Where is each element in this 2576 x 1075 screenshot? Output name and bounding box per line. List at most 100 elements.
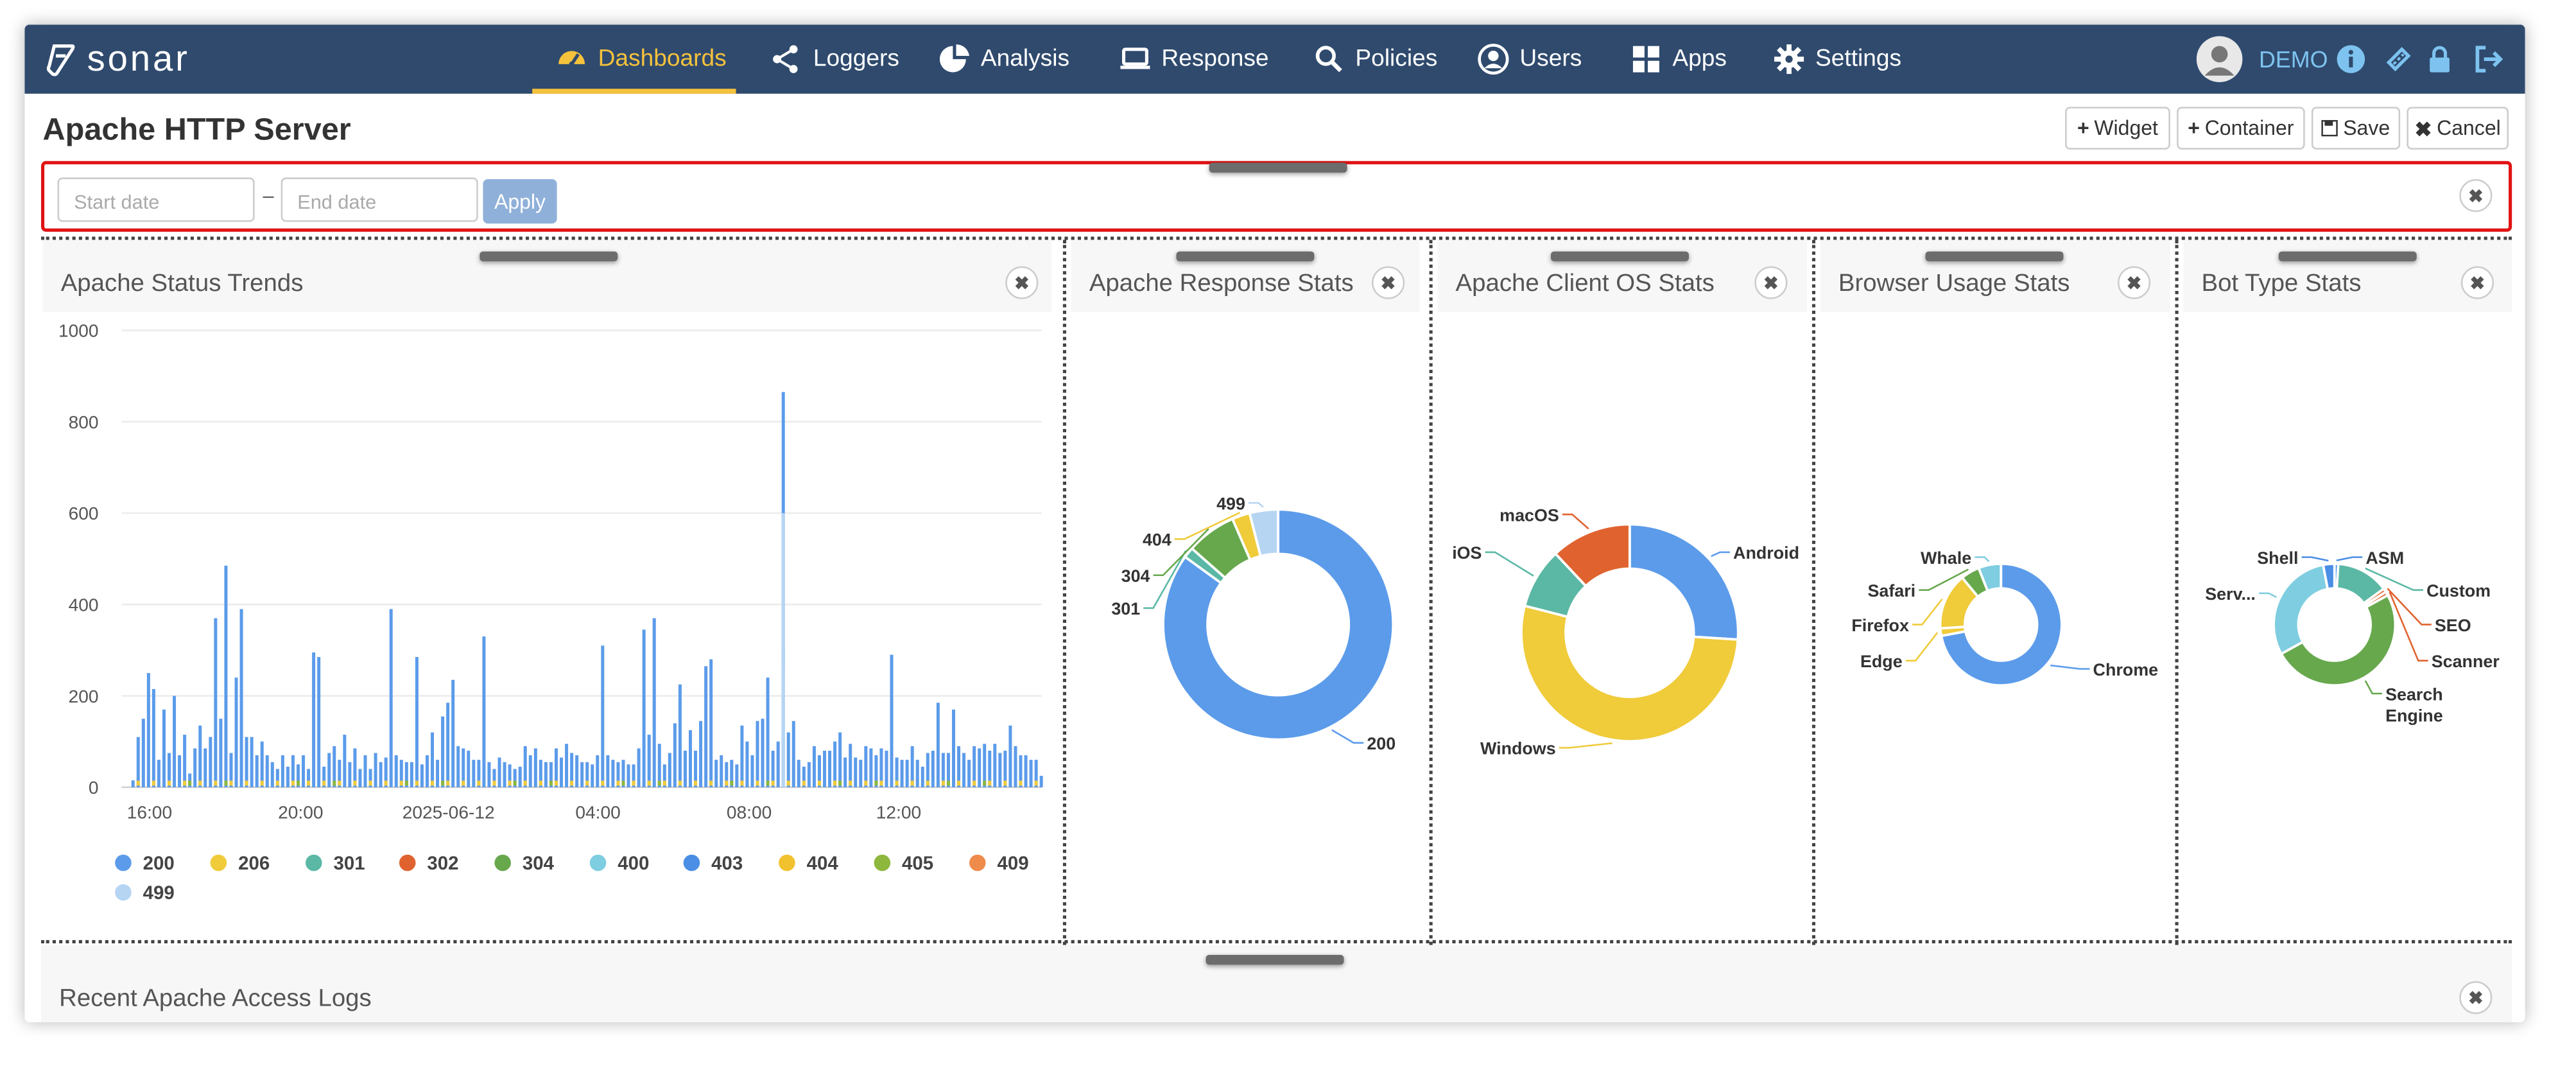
bar-200[interactable]: [745, 741, 749, 787]
bar-200[interactable]: [234, 677, 238, 787]
info-icon[interactable]: [2336, 24, 2365, 93]
bar-200[interactable]: [146, 673, 150, 787]
bar-200[interactable]: [570, 753, 574, 787]
bar-200[interactable]: [441, 716, 445, 787]
legend-label[interactable]: 499: [143, 882, 175, 904]
bar-200[interactable]: [245, 737, 248, 787]
legend-swatch[interactable]: [589, 854, 607, 871]
pie-slice[interactable]: [1162, 508, 1395, 741]
bar-200[interactable]: [740, 725, 744, 787]
bar-200[interactable]: [657, 744, 661, 787]
bar-200[interactable]: [864, 746, 868, 787]
bar-206[interactable]: [275, 780, 279, 786]
widget-drag-handle[interactable]: [2278, 251, 2417, 261]
bar-200[interactable]: [849, 744, 852, 787]
bar-206[interactable]: [307, 780, 311, 786]
pie-slice[interactable]: [2279, 593, 2397, 686]
bar-200[interactable]: [662, 764, 666, 787]
bar-200[interactable]: [895, 757, 899, 787]
start-date-input[interactable]: Start date: [57, 177, 255, 222]
pie-slice[interactable]: [1939, 562, 2063, 687]
bar-405[interactable]: [657, 780, 661, 786]
bar-405[interactable]: [983, 780, 987, 786]
bar-200[interactable]: [297, 764, 300, 787]
bar-200[interactable]: [606, 755, 610, 787]
bar-200[interactable]: [131, 780, 135, 787]
add-container-button[interactable]: + Container: [2177, 107, 2305, 150]
bar-200[interactable]: [647, 735, 651, 787]
bar-206[interactable]: [802, 780, 806, 786]
bar-200[interactable]: [255, 755, 259, 787]
bar-200[interactable]: [565, 744, 569, 787]
bar-200[interactable]: [497, 757, 501, 787]
legend-swatch[interactable]: [494, 854, 511, 871]
bar-200[interactable]: [415, 657, 419, 787]
bar-200[interactable]: [941, 753, 945, 787]
bar-200[interactable]: [425, 755, 429, 787]
bar-200[interactable]: [946, 753, 950, 787]
bar-200[interactable]: [343, 735, 347, 787]
bar-200[interactable]: [771, 750, 775, 787]
bar-200[interactable]: [363, 755, 367, 787]
bar-200[interactable]: [492, 769, 496, 787]
bar-200[interactable]: [812, 746, 816, 787]
bar-200[interactable]: [302, 755, 306, 787]
pie-slice[interactable]: [1628, 523, 1740, 641]
bar-200[interactable]: [952, 709, 955, 787]
bar-200[interactable]: [333, 746, 336, 787]
bar-200[interactable]: [575, 755, 579, 787]
bar-200[interactable]: [637, 748, 641, 787]
bar-405[interactable]: [730, 780, 734, 786]
bar-200[interactable]: [1008, 725, 1012, 787]
bar-405[interactable]: [297, 780, 300, 786]
bar-200[interactable]: [338, 760, 341, 787]
pie-slice[interactable]: [1519, 604, 1740, 743]
bar-200[interactable]: [791, 721, 795, 787]
bar-200[interactable]: [317, 657, 321, 787]
bar-200[interactable]: [704, 666, 708, 787]
bar-200[interactable]: [193, 748, 197, 787]
bar-200[interactable]: [151, 688, 155, 787]
bar-200[interactable]: [756, 721, 759, 787]
nav-item-policies[interactable]: Policies: [1313, 24, 1437, 93]
bar-206[interactable]: [198, 780, 202, 786]
bar-200[interactable]: [136, 737, 140, 787]
bar-200[interactable]: [699, 721, 703, 787]
nav-item-users[interactable]: Users: [1477, 24, 1582, 93]
bar-200[interactable]: [1039, 776, 1043, 787]
bar-200[interactable]: [766, 677, 770, 787]
bar-405[interactable]: [333, 780, 336, 786]
bar-206[interactable]: [647, 780, 651, 786]
bar-200[interactable]: [487, 762, 491, 787]
bar-200[interactable]: [462, 748, 465, 787]
bar-200[interactable]: [1034, 760, 1038, 787]
bar-200[interactable]: [224, 565, 228, 787]
bar-206[interactable]: [508, 780, 512, 786]
bar-206[interactable]: [291, 780, 295, 786]
bar-200[interactable]: [833, 741, 837, 787]
bar-405[interactable]: [441, 780, 445, 786]
bar-200[interactable]: [869, 748, 873, 787]
container-drag-handle[interactable]: [1209, 162, 1347, 173]
bar-200[interactable]: [270, 762, 274, 787]
bar-206[interactable]: [477, 780, 481, 786]
bar-200[interactable]: [854, 757, 858, 787]
bar-405[interactable]: [946, 780, 950, 786]
nav-item-analysis[interactable]: Analysis: [938, 24, 1069, 93]
bar-206[interactable]: [431, 780, 435, 786]
bar-206[interactable]: [183, 780, 187, 786]
remove-widget-button[interactable]: ✖: [1005, 266, 1039, 299]
bar-206[interactable]: [523, 780, 527, 786]
bar-206[interactable]: [554, 780, 558, 786]
bar-405[interactable]: [224, 780, 228, 786]
bar-405[interactable]: [188, 780, 192, 786]
bar-200[interactable]: [596, 755, 600, 787]
remove-widget-button[interactable]: ✖: [2117, 266, 2151, 299]
bar-200[interactable]: [931, 750, 935, 787]
nav-item-loggers[interactable]: Loggers: [770, 24, 899, 93]
bar-206[interactable]: [678, 780, 682, 786]
bar-200[interactable]: [962, 753, 966, 787]
bar-200[interactable]: [972, 746, 976, 787]
bar-200[interactable]: [720, 755, 723, 787]
bar-200[interactable]: [168, 753, 171, 787]
